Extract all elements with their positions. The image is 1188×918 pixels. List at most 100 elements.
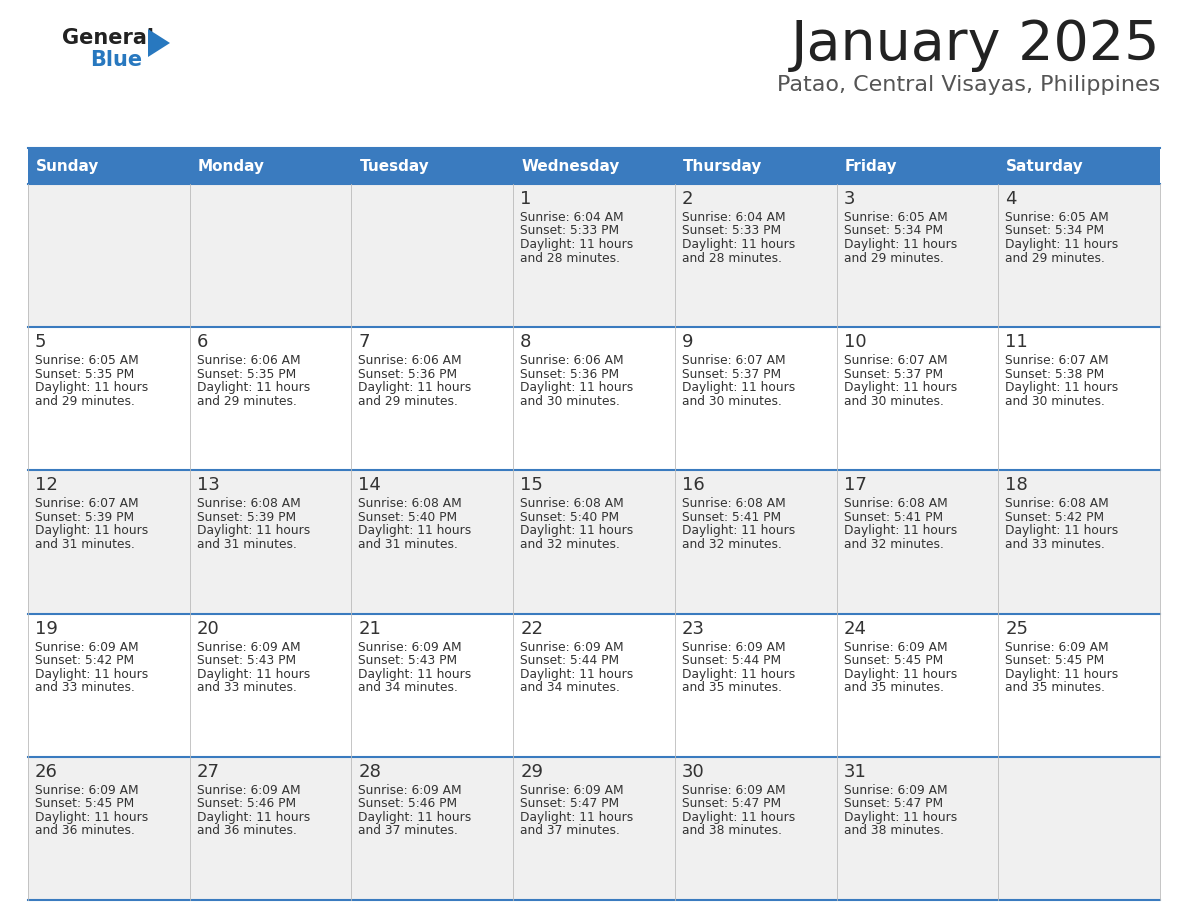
Text: 20: 20 [197, 620, 220, 638]
Text: 31: 31 [843, 763, 866, 781]
Text: and 36 minutes.: and 36 minutes. [34, 824, 135, 837]
Text: and 33 minutes.: and 33 minutes. [1005, 538, 1105, 551]
Text: and 29 minutes.: and 29 minutes. [359, 395, 459, 408]
Text: 27: 27 [197, 763, 220, 781]
Text: January 2025: January 2025 [790, 18, 1159, 72]
Text: and 31 minutes.: and 31 minutes. [197, 538, 297, 551]
Text: Sunrise: 6:07 AM: Sunrise: 6:07 AM [682, 354, 785, 367]
Text: and 32 minutes.: and 32 minutes. [843, 538, 943, 551]
Bar [29, 148, 1159, 184]
Text: Sunset: 5:47 PM: Sunset: 5:47 PM [682, 798, 781, 811]
Text: and 33 minutes.: and 33 minutes. [197, 681, 297, 694]
Text: and 29 minutes.: and 29 minutes. [34, 395, 135, 408]
Text: Sunrise: 6:09 AM: Sunrise: 6:09 AM [34, 641, 139, 654]
Text: Sunrise: 6:09 AM: Sunrise: 6:09 AM [34, 784, 139, 797]
Text: Sunrise: 6:08 AM: Sunrise: 6:08 AM [359, 498, 462, 510]
Text: and 28 minutes.: and 28 minutes. [682, 252, 782, 264]
Polygon shape [148, 29, 170, 57]
Text: and 28 minutes.: and 28 minutes. [520, 252, 620, 264]
Text: 29: 29 [520, 763, 543, 781]
Text: Daylight: 11 hours: Daylight: 11 hours [1005, 667, 1119, 680]
Text: 9: 9 [682, 333, 694, 352]
Text: Sunrise: 6:06 AM: Sunrise: 6:06 AM [520, 354, 624, 367]
Text: Sunset: 5:34 PM: Sunset: 5:34 PM [843, 225, 943, 238]
Text: Daylight: 11 hours: Daylight: 11 hours [1005, 238, 1119, 251]
Text: Sunrise: 6:06 AM: Sunrise: 6:06 AM [359, 354, 462, 367]
Text: Daylight: 11 hours: Daylight: 11 hours [520, 381, 633, 394]
Text: Sunrise: 6:09 AM: Sunrise: 6:09 AM [682, 784, 785, 797]
Text: Patao, Central Visayas, Philippines: Patao, Central Visayas, Philippines [777, 75, 1159, 95]
Text: Sunrise: 6:08 AM: Sunrise: 6:08 AM [1005, 498, 1110, 510]
Text: Sunrise: 6:07 AM: Sunrise: 6:07 AM [843, 354, 947, 367]
Text: Daylight: 11 hours: Daylight: 11 hours [843, 381, 956, 394]
Text: Sunset: 5:46 PM: Sunset: 5:46 PM [359, 798, 457, 811]
Text: 18: 18 [1005, 476, 1028, 495]
Text: 4: 4 [1005, 190, 1017, 208]
Text: 19: 19 [34, 620, 58, 638]
Text: Sunrise: 6:08 AM: Sunrise: 6:08 AM [197, 498, 301, 510]
Text: 5: 5 [34, 333, 46, 352]
Text: and 32 minutes.: and 32 minutes. [520, 538, 620, 551]
Text: Daylight: 11 hours: Daylight: 11 hours [682, 811, 795, 823]
Text: Sunset: 5:33 PM: Sunset: 5:33 PM [682, 225, 781, 238]
Text: Sunrise: 6:06 AM: Sunrise: 6:06 AM [197, 354, 301, 367]
Text: Daylight: 11 hours: Daylight: 11 hours [1005, 524, 1119, 537]
Text: Sunset: 5:33 PM: Sunset: 5:33 PM [520, 225, 619, 238]
Text: Sunrise: 6:05 AM: Sunrise: 6:05 AM [34, 354, 139, 367]
Text: Daylight: 11 hours: Daylight: 11 hours [682, 238, 795, 251]
Text: Daylight: 11 hours: Daylight: 11 hours [520, 811, 633, 823]
Text: Daylight: 11 hours: Daylight: 11 hours [197, 524, 310, 537]
Text: and 33 minutes.: and 33 minutes. [34, 681, 135, 694]
Text: Sunset: 5:45 PM: Sunset: 5:45 PM [1005, 655, 1105, 667]
Text: 11: 11 [1005, 333, 1028, 352]
Text: and 31 minutes.: and 31 minutes. [359, 538, 459, 551]
Text: Daylight: 11 hours: Daylight: 11 hours [520, 238, 633, 251]
Text: Friday: Friday [845, 159, 897, 174]
Text: Sunrise: 6:08 AM: Sunrise: 6:08 AM [682, 498, 785, 510]
Text: and 30 minutes.: and 30 minutes. [843, 395, 943, 408]
Text: 25: 25 [1005, 620, 1029, 638]
Text: Daylight: 11 hours: Daylight: 11 hours [197, 811, 310, 823]
Text: Sunset: 5:44 PM: Sunset: 5:44 PM [682, 655, 781, 667]
Text: Sunset: 5:37 PM: Sunset: 5:37 PM [682, 368, 781, 381]
Text: Saturday: Saturday [1006, 159, 1083, 174]
Text: Sunset: 5:43 PM: Sunset: 5:43 PM [197, 655, 296, 667]
Text: 15: 15 [520, 476, 543, 495]
Text: Sunset: 5:37 PM: Sunset: 5:37 PM [843, 368, 943, 381]
Text: 23: 23 [682, 620, 704, 638]
Bar [29, 613, 1159, 756]
Text: Daylight: 11 hours: Daylight: 11 hours [1005, 381, 1119, 394]
Text: 28: 28 [359, 763, 381, 781]
Text: 17: 17 [843, 476, 866, 495]
Text: Sunrise: 6:09 AM: Sunrise: 6:09 AM [359, 641, 462, 654]
Text: and 31 minutes.: and 31 minutes. [34, 538, 135, 551]
Text: 13: 13 [197, 476, 220, 495]
Text: Daylight: 11 hours: Daylight: 11 hours [843, 667, 956, 680]
Text: and 32 minutes.: and 32 minutes. [682, 538, 782, 551]
Text: Daylight: 11 hours: Daylight: 11 hours [520, 667, 633, 680]
Text: Sunset: 5:39 PM: Sunset: 5:39 PM [34, 511, 134, 524]
Text: and 30 minutes.: and 30 minutes. [682, 395, 782, 408]
Text: and 30 minutes.: and 30 minutes. [520, 395, 620, 408]
Text: Sunrise: 6:09 AM: Sunrise: 6:09 AM [843, 784, 947, 797]
Text: and 29 minutes.: and 29 minutes. [197, 395, 297, 408]
Text: and 35 minutes.: and 35 minutes. [682, 681, 782, 694]
Text: Sunday: Sunday [36, 159, 100, 174]
Text: Sunrise: 6:08 AM: Sunrise: 6:08 AM [843, 498, 947, 510]
Text: Daylight: 11 hours: Daylight: 11 hours [359, 667, 472, 680]
Text: Sunrise: 6:08 AM: Sunrise: 6:08 AM [520, 498, 624, 510]
Text: Daylight: 11 hours: Daylight: 11 hours [359, 811, 472, 823]
Text: Daylight: 11 hours: Daylight: 11 hours [682, 381, 795, 394]
Text: Sunrise: 6:09 AM: Sunrise: 6:09 AM [520, 784, 624, 797]
Text: 30: 30 [682, 763, 704, 781]
Text: 24: 24 [843, 620, 866, 638]
Text: Sunrise: 6:07 AM: Sunrise: 6:07 AM [1005, 354, 1108, 367]
Text: Sunrise: 6:09 AM: Sunrise: 6:09 AM [197, 784, 301, 797]
Text: Sunrise: 6:05 AM: Sunrise: 6:05 AM [1005, 211, 1110, 224]
Text: 2: 2 [682, 190, 694, 208]
Text: Daylight: 11 hours: Daylight: 11 hours [843, 524, 956, 537]
Text: and 30 minutes.: and 30 minutes. [1005, 395, 1105, 408]
Text: Sunrise: 6:09 AM: Sunrise: 6:09 AM [843, 641, 947, 654]
Text: Sunset: 5:34 PM: Sunset: 5:34 PM [1005, 225, 1105, 238]
Text: Daylight: 11 hours: Daylight: 11 hours [843, 811, 956, 823]
